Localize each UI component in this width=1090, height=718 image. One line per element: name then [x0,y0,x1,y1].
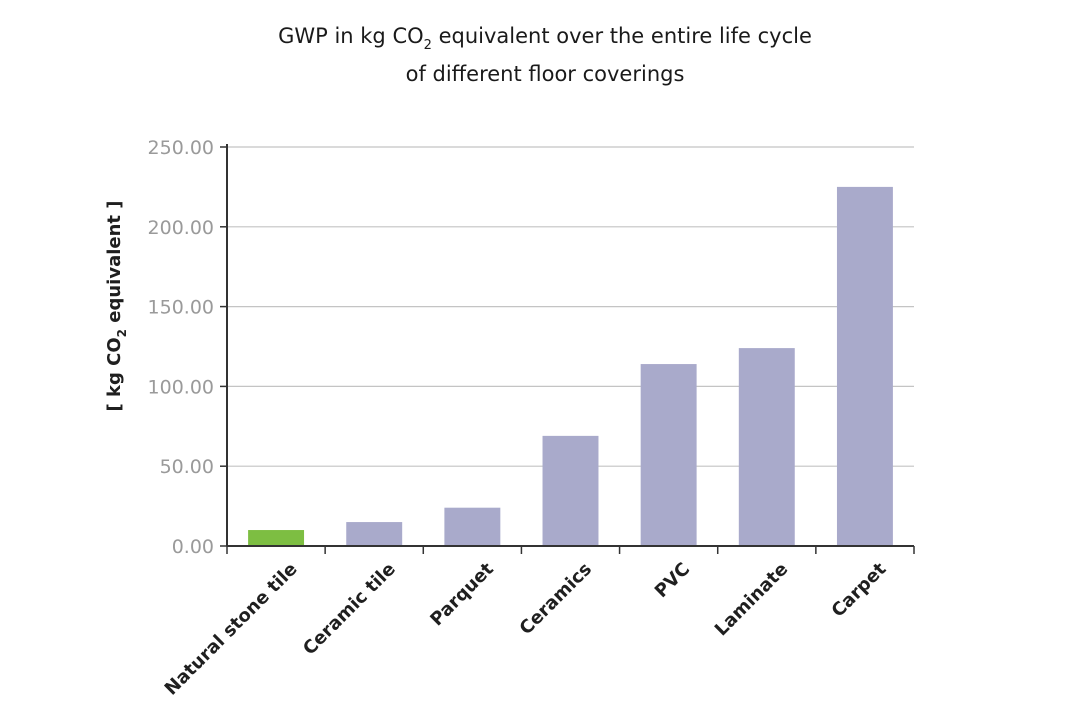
bar [444,507,501,546]
bars [248,186,893,546]
y-label-subscript: 2 [115,329,129,337]
bar [738,348,795,546]
x-tick-label: PVC [651,559,694,602]
bar [346,522,403,546]
title-subscript: 2 [423,38,432,53]
y-tick-label: 200.00 [148,217,214,239]
bar [836,186,893,546]
chart-title-line-1: GWP in kg CO2 equivalent over the entire… [0,22,1090,60]
title-text-end: equivalent over the entire life cycle [431,24,812,48]
y-tick-label: 150.00 [148,297,214,319]
x-tick-label: Ceramic tile [299,559,400,660]
bar [640,364,697,546]
chart-title: GWP in kg CO2 equivalent over the entire… [0,22,1090,89]
title-text: GWP in kg CO [278,24,424,48]
y-label-text-end: equivalent ] [104,200,125,329]
x-tick-label: Ceramics [516,559,596,639]
axes [220,144,915,554]
x-tick-label: Carpet [828,558,891,621]
x-tick-label: Parquet [426,558,498,630]
y-tick-label: 100.00 [148,376,214,398]
y-tick-label: 250.00 [148,137,214,159]
chart-title-line-2: of different floor coverings [405,62,685,86]
bar [542,435,599,546]
gridlines [227,146,914,467]
y-tick-label: 50.00 [160,456,214,478]
y-axis-label: [ kg CO2 equivalent ] [104,200,129,411]
y-tick-labels: 0.00 50.00 100.00 150.00 200.00 250.00 [148,137,214,558]
bar [248,530,305,546]
x-tick-label: Laminate [711,559,793,641]
x-tick-label: Natural stone tile [161,559,302,700]
y-label-text: [ kg CO [104,337,125,411]
y-tick-label: 0.00 [172,536,214,558]
